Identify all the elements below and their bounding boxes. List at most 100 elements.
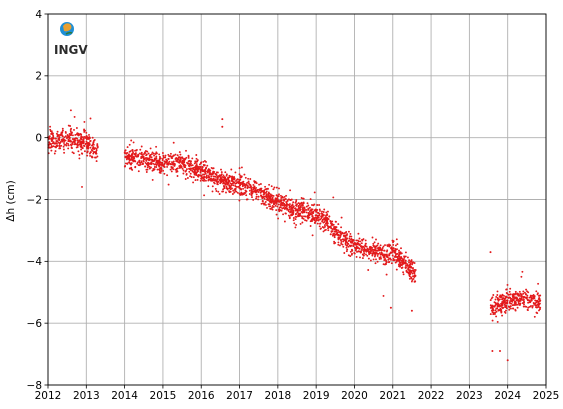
data-point	[410, 280, 413, 283]
data-point	[538, 302, 541, 305]
data-point	[379, 253, 382, 256]
data-point	[394, 251, 397, 254]
data-point	[392, 247, 395, 250]
data-point	[289, 205, 292, 208]
data-point	[293, 207, 296, 210]
data-point	[523, 303, 525, 306]
data-point	[225, 178, 228, 181]
data-point	[522, 296, 525, 299]
data-point	[145, 171, 148, 173]
data-point	[155, 164, 158, 166]
data-point	[67, 144, 70, 147]
data-point	[301, 204, 304, 207]
data-point	[508, 301, 511, 304]
data-point	[59, 147, 62, 150]
data-point	[146, 164, 149, 167]
data-point	[172, 141, 175, 144]
x-tick-label: 2017	[226, 390, 253, 402]
data-point	[374, 262, 377, 265]
data-point	[396, 252, 399, 255]
data-point	[505, 302, 508, 304]
data-point	[303, 211, 306, 214]
data-point	[158, 162, 161, 164]
data-point	[349, 232, 352, 235]
data-point	[538, 309, 540, 312]
data-point	[48, 141, 51, 144]
data-point	[357, 240, 360, 243]
data-point	[334, 226, 337, 229]
data-point	[48, 135, 51, 138]
data-point	[529, 300, 532, 303]
data-point	[214, 187, 217, 190]
data-point	[239, 182, 242, 184]
data-point	[348, 237, 351, 240]
data-point	[134, 166, 137, 169]
data-point	[63, 140, 66, 143]
data-point	[243, 183, 246, 186]
x-tick-label: 2013	[73, 390, 100, 402]
data-point	[55, 146, 57, 149]
data-point	[337, 229, 340, 232]
data-point	[340, 226, 343, 229]
data-point	[83, 129, 86, 132]
data-point	[394, 256, 397, 258]
data-point	[397, 263, 400, 266]
data-point	[531, 304, 534, 307]
data-point	[63, 136, 66, 139]
data-point	[393, 249, 396, 252]
data-point	[406, 256, 409, 259]
data-point	[67, 142, 70, 145]
data-point	[269, 196, 272, 199]
data-point	[225, 185, 228, 188]
outlier-point	[410, 309, 413, 312]
data-point	[283, 195, 286, 198]
data-point	[158, 153, 161, 156]
data-point	[503, 301, 506, 304]
data-point	[225, 174, 228, 177]
data-point	[293, 222, 296, 225]
data-point	[91, 149, 94, 152]
data-point	[507, 305, 510, 308]
data-point	[199, 174, 202, 177]
data-point	[229, 186, 232, 189]
data-point	[523, 291, 526, 294]
data-point	[248, 193, 251, 195]
data-point	[252, 198, 255, 201]
data-point	[395, 260, 398, 263]
data-point	[57, 138, 60, 141]
data-point	[57, 141, 60, 144]
data-point	[361, 253, 364, 256]
data-point	[75, 127, 78, 129]
data-point	[213, 181, 215, 184]
data-point	[520, 275, 523, 278]
data-point	[253, 180, 256, 183]
data-point	[148, 165, 151, 168]
data-point	[96, 146, 99, 148]
data-point	[237, 181, 240, 184]
data-point	[59, 142, 61, 144]
data-point	[365, 253, 367, 256]
data-point	[338, 244, 341, 247]
data-point	[61, 140, 64, 143]
data-point	[219, 176, 222, 179]
data-point	[230, 168, 233, 171]
data-point	[164, 156, 167, 159]
data-point	[159, 170, 162, 173]
data-point	[276, 196, 279, 198]
data-point	[216, 183, 219, 186]
data-point	[500, 310, 503, 313]
data-point	[247, 177, 250, 180]
data-point	[295, 208, 298, 211]
data-point	[298, 209, 301, 212]
data-point	[157, 159, 159, 162]
data-point	[267, 194, 270, 197]
data-point	[340, 239, 343, 241]
data-point	[352, 245, 355, 247]
data-point	[266, 206, 268, 209]
data-point	[307, 207, 310, 210]
data-point	[500, 294, 503, 297]
data-point	[188, 170, 191, 173]
data-point	[231, 178, 234, 181]
data-point	[289, 211, 292, 214]
data-point	[83, 130, 86, 133]
